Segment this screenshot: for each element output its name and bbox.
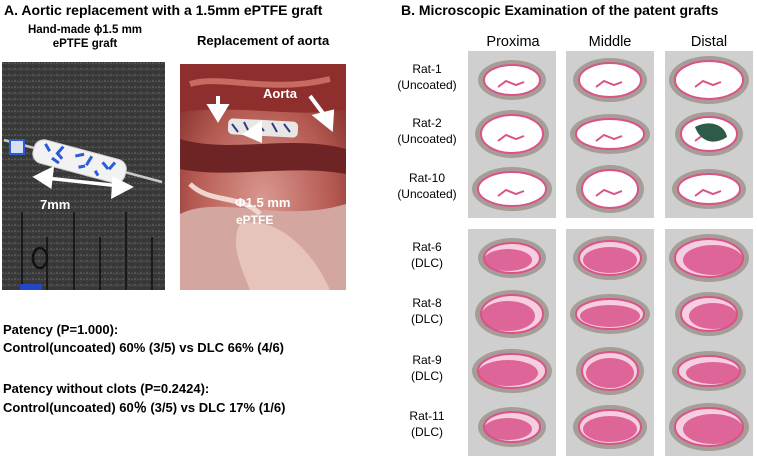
histology-section (468, 105, 556, 163)
measure-label: 7mm (40, 197, 71, 212)
histology-section (566, 160, 654, 218)
histology-section (566, 398, 654, 456)
eptfe-label: ePTFE (236, 213, 274, 227)
rat-name: Rat-6 (412, 240, 442, 254)
rat-name: Rat-11 (409, 409, 445, 423)
rat-group: (Uncoated) (397, 78, 457, 92)
rat-name: Rat-2 (412, 116, 442, 130)
clots-value: Control(uncoated) 60％ (3/5) vs DLC 17% (… (3, 400, 286, 415)
histology-section (665, 342, 753, 400)
rat-group: (DLC) (411, 369, 443, 383)
histology-section (665, 51, 753, 109)
histology-section (468, 398, 556, 456)
row-label: Rat-6 (DLC) (394, 239, 460, 271)
histology-section (468, 229, 556, 287)
panel-b-title: B. Microscopic Examination of the patent… (401, 2, 719, 18)
graft-photo (2, 62, 165, 290)
patency-heading: Patency (P=1.000): (3, 322, 119, 337)
row-label: Rat-11 (DLC) (394, 408, 460, 440)
rat-name: Rat-10 (408, 171, 446, 185)
column-header: Middle (588, 34, 632, 50)
row-label: Rat-8 (DLC) (394, 295, 460, 327)
rat-name: Rat-8 (412, 296, 442, 310)
panel-a-title: A. Aortic replacement with a 1.5mm ePTFE… (4, 2, 323, 18)
histology-section (665, 398, 753, 456)
clots-heading: Patency without clots (P=0.2424): (3, 381, 210, 396)
histology-section (665, 105, 753, 163)
row-label: Rat-1 (Uncoated) (394, 61, 460, 93)
aorta-label: Aorta (263, 86, 297, 101)
rat-group: (Uncoated) (397, 187, 457, 201)
rat-group: (DLC) (411, 256, 443, 270)
histology-section (665, 160, 753, 218)
histology-section (566, 51, 654, 109)
histology-section (566, 229, 654, 287)
eptfe-size-label: Φ1.5 mm (235, 195, 291, 210)
column-header: Proxima (486, 34, 540, 50)
surgery-photo (180, 64, 346, 290)
rat-name: Rat-1 (412, 62, 442, 76)
rat-group: (DLC) (411, 425, 443, 439)
histology-section (566, 342, 654, 400)
row-label: Rat-2 (Uncoated) (394, 115, 460, 147)
histology-section (468, 285, 556, 343)
patency-value: Control(uncoated) 60% (3/5) vs DLC 66% (… (3, 340, 284, 355)
histology-section (468, 51, 556, 109)
graft-photo-caption: Hand-made ϕ1.5 mm ePTFE graft (27, 24, 143, 50)
row-label: Rat-9 (DLC) (394, 352, 460, 384)
histology-section (566, 105, 654, 163)
histology-section (665, 285, 753, 343)
rat-name: Rat-9 (412, 353, 442, 367)
histology-section (566, 285, 654, 343)
histology-section (468, 342, 556, 400)
row-label: Rat-10 (Uncoated) (394, 170, 460, 202)
histology-section (665, 229, 753, 287)
rat-group: (Uncoated) (397, 132, 457, 146)
column-header: Distal (690, 34, 728, 50)
aorta-photo-caption: Replacement of aorta (197, 33, 330, 48)
rat-group: (DLC) (411, 312, 443, 326)
histology-section (468, 160, 556, 218)
